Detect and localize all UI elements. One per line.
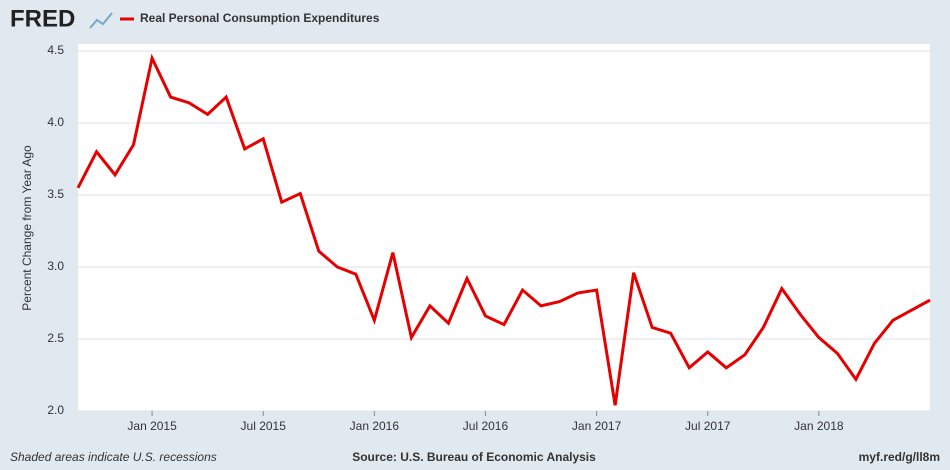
x-tick-label: Jan 2015: [127, 419, 177, 433]
y-tick-label: 4.5: [47, 43, 64, 57]
footer-link: myf.red/g/ll8m: [859, 450, 940, 464]
y-tick-label: 3.5: [47, 187, 64, 201]
x-tick-label: Jan 2017: [572, 419, 622, 433]
logo-icon: [89, 12, 113, 29]
footer-source: Source: U.S. Bureau of Economic Analysis: [352, 450, 596, 464]
x-tick-label: Jan 2016: [350, 419, 400, 433]
x-tick-label: Jul 2015: [241, 419, 287, 433]
x-tick-label: Jul 2017: [685, 419, 731, 433]
y-tick-label: 2.5: [47, 331, 64, 345]
x-tick-label: Jul 2016: [463, 419, 509, 433]
data-line: [76, 53, 931, 406]
y-tick-label: 3.0: [47, 259, 64, 273]
legend-label: Real Personal Consumption Expenditures: [140, 11, 380, 25]
x-tick-label: Jan 2018: [794, 419, 844, 433]
footer-note: Shaded areas indicate U.S. recessions: [10, 450, 217, 464]
y-tick-label: 4.0: [47, 115, 64, 129]
brand-logo: FRED: [10, 5, 75, 32]
plot-area: [78, 44, 930, 411]
y-tick-label: 2.0: [47, 403, 64, 417]
y-axis-label: Percent Change from Year Ago: [20, 145, 34, 311]
